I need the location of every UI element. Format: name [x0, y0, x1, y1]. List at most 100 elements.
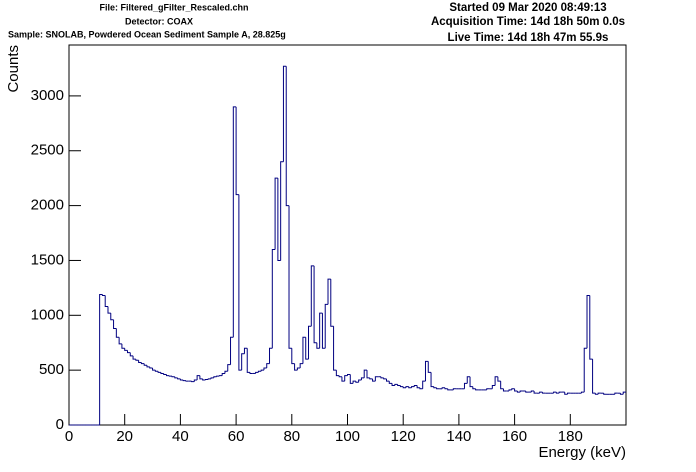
histogram-bin: [104, 295, 108, 308]
histogram-bin: [196, 375, 200, 381]
histogram-bin: [224, 370, 228, 374]
histogram-bin: [101, 294, 106, 297]
histogram-bin: [174, 376, 178, 379]
histogram-bin: [179, 378, 184, 381]
x-tick-label: 160: [502, 428, 527, 445]
histogram-bin: [282, 65, 287, 162]
y-tick-label: 2000: [31, 197, 64, 214]
histogram-bin: [204, 378, 209, 381]
histogram-bin: [491, 385, 496, 389]
histogram-bin: [383, 377, 387, 380]
histogram-bin: [385, 378, 390, 382]
histogram-bin: [525, 390, 529, 393]
histogram-bin: [614, 392, 618, 395]
histogram-bin: [555, 392, 560, 394]
histogram-bin: [202, 378, 206, 381]
histogram-bin: [533, 390, 537, 394]
histogram-bin: [366, 370, 370, 379]
histogram-bin: [129, 352, 134, 357]
histogram-bin: [216, 375, 220, 377]
histogram-bin: [227, 364, 231, 372]
y-tick-label: 3000: [31, 87, 64, 104]
histogram-bin: [285, 66, 290, 207]
x-tick-label: 20: [116, 428, 133, 445]
histogram-bin: [143, 363, 147, 366]
histogram-bin: [121, 343, 125, 349]
histogram-bin: [305, 337, 309, 360]
histogram-bin: [193, 379, 198, 382]
histogram-bin: [238, 194, 242, 371]
live-label: Live Time: 14d 18h 47m 55.9s: [448, 32, 609, 44]
histogram-bin: [347, 374, 351, 376]
histogram-bin: [594, 393, 599, 395]
histogram-bin: [277, 178, 281, 261]
x-tick-label: 120: [391, 428, 416, 445]
histogram-bin: [255, 371, 259, 374]
histogram-bin: [319, 312, 323, 349]
histogram-bin: [115, 328, 120, 338]
histogram-bin: [433, 386, 437, 389]
acquisition-label: Acquisition Time: 14d 18h 50m 0.0s: [431, 16, 625, 28]
histogram-bin: [296, 367, 301, 371]
histogram-bin: [447, 388, 451, 391]
histogram-bin: [558, 391, 562, 394]
histogram-bin: [146, 365, 150, 368]
histogram-bin: [313, 265, 317, 344]
histogram-bin: [291, 348, 295, 365]
histogram-bin: [519, 390, 523, 393]
histogram-bin: [427, 361, 432, 373]
histogram-bin: [243, 347, 248, 354]
histogram-bin: [394, 383, 398, 386]
histogram-bin: [294, 363, 298, 371]
histogram-bin: [191, 381, 195, 383]
histogram-bin: [355, 381, 359, 383]
histogram-bin: [269, 347, 273, 364]
histogram-bin: [241, 353, 245, 371]
histogram-bin: [126, 350, 131, 354]
histogram-bin: [218, 375, 223, 377]
histogram-bin: [182, 380, 186, 382]
histogram-bin: [603, 393, 607, 395]
histogram-bin: [402, 386, 406, 389]
histogram-bin: [369, 377, 373, 380]
histogram-bin: [308, 325, 312, 360]
histogram-bin: [165, 374, 170, 377]
detector-label: Detector: COAX: [125, 16, 193, 26]
histogram-bin: [374, 376, 379, 382]
histogram-bin: [500, 381, 504, 390]
histogram-bin: [160, 372, 164, 374]
histogram-bin: [441, 387, 445, 389]
histogram-bin: [235, 106, 239, 196]
histogram-bin: [257, 370, 262, 373]
histogram-bin: [152, 367, 156, 371]
y-tick-label: 500: [39, 361, 64, 378]
histogram-bin: [185, 380, 189, 382]
histogram-bin: [110, 313, 114, 321]
histogram-bin: [213, 376, 217, 378]
histogram-bin: [157, 371, 161, 373]
histogram-bin: [516, 390, 521, 393]
histogram-bin: [138, 360, 142, 363]
histogram-bin: [118, 337, 122, 345]
histogram-bin: [399, 385, 404, 388]
histogram-bin: [592, 359, 596, 394]
histogram-bin: [177, 377, 181, 380]
histogram-bin: [411, 386, 415, 388]
histogram-bin: [539, 391, 543, 394]
y-axis-title: Counts: [5, 45, 22, 93]
histogram-bin: [463, 382, 468, 389]
x-tick-label: 0: [65, 428, 73, 445]
histogram-bin: [171, 376, 175, 378]
histogram-bin: [260, 369, 264, 372]
histogram-bin: [380, 376, 384, 379]
histogram-bin: [360, 377, 365, 381]
histogram-bin: [436, 387, 440, 390]
x-tick-label: 40: [172, 428, 189, 445]
histogram-bin: [135, 359, 139, 361]
x-tick-label: 60: [228, 428, 245, 445]
sample-label: Sample: SNOLAB, Powdered Ocean Sediment …: [8, 29, 286, 39]
histogram-bin: [619, 393, 624, 395]
histogram-bin: [149, 366, 153, 369]
